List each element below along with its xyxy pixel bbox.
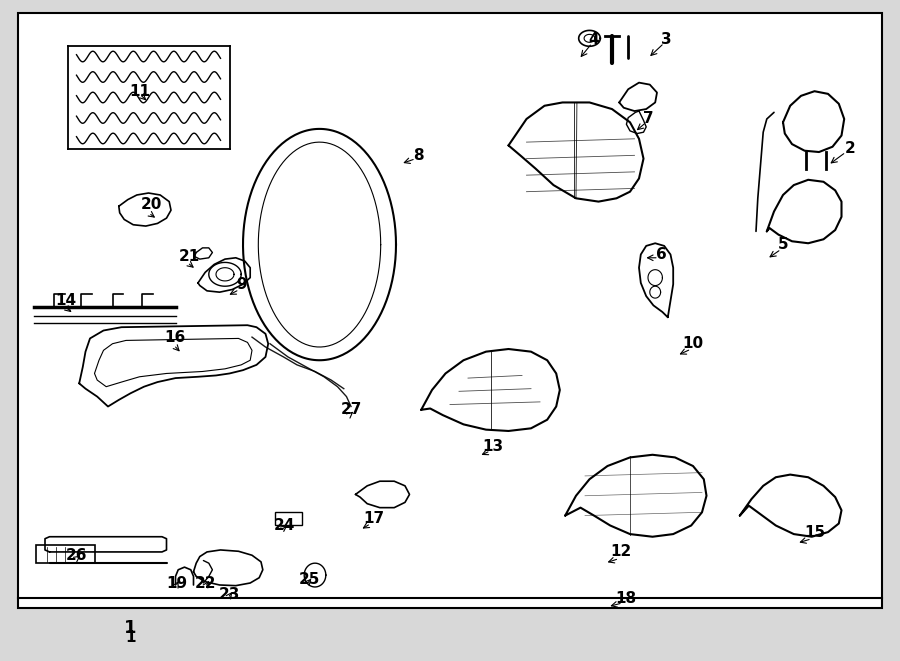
Text: 13: 13 bbox=[482, 439, 504, 453]
Text: 12: 12 bbox=[610, 545, 632, 559]
Text: 9: 9 bbox=[236, 277, 247, 292]
Text: 23: 23 bbox=[219, 588, 240, 602]
Text: 14: 14 bbox=[55, 293, 76, 308]
Text: 10: 10 bbox=[682, 336, 704, 351]
Text: 15: 15 bbox=[804, 525, 825, 539]
Text: 4: 4 bbox=[589, 32, 599, 47]
FancyBboxPatch shape bbox=[18, 13, 882, 608]
Text: 19: 19 bbox=[166, 576, 187, 590]
Bar bbox=[274, 512, 302, 525]
Text: 16: 16 bbox=[164, 330, 185, 344]
Text: 18: 18 bbox=[615, 591, 636, 605]
Bar bbox=[36, 545, 94, 563]
Text: 26: 26 bbox=[66, 548, 87, 563]
Text: 1: 1 bbox=[124, 619, 137, 637]
Text: 1: 1 bbox=[125, 631, 136, 645]
Text: 3: 3 bbox=[661, 32, 671, 47]
Text: 5: 5 bbox=[778, 237, 788, 252]
Text: 24: 24 bbox=[274, 518, 295, 533]
Text: 27: 27 bbox=[340, 403, 362, 417]
Text: 2: 2 bbox=[845, 141, 856, 156]
Text: 8: 8 bbox=[413, 148, 424, 163]
Text: 11: 11 bbox=[129, 84, 150, 98]
Text: 7: 7 bbox=[643, 112, 653, 126]
Text: 21: 21 bbox=[178, 249, 200, 264]
Text: 20: 20 bbox=[140, 198, 162, 212]
Text: 6: 6 bbox=[656, 247, 667, 262]
Text: 25: 25 bbox=[299, 572, 320, 587]
Text: 17: 17 bbox=[363, 512, 384, 526]
Text: 22: 22 bbox=[194, 576, 216, 590]
